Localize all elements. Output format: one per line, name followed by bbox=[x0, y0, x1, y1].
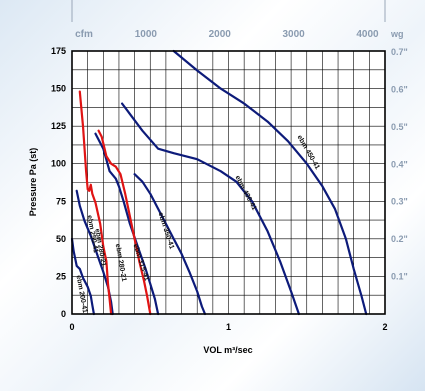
series-layer bbox=[70, 49, 368, 316]
series-curve bbox=[94, 132, 160, 316]
x-tick-label: 1 bbox=[226, 322, 231, 332]
series-curve bbox=[172, 49, 368, 316]
y-tick-label: 100 bbox=[51, 159, 66, 169]
right-axis-unit: wg bbox=[390, 29, 404, 39]
top-axis-tick-label: 3000 bbox=[282, 29, 305, 40]
series-curve bbox=[70, 237, 96, 316]
right-axis-tick-label: 0.5" bbox=[391, 122, 408, 132]
y-tick-label: 50 bbox=[56, 234, 66, 244]
series-curve bbox=[120, 102, 300, 316]
top-axis-unit: cfm bbox=[75, 29, 93, 40]
x-tick-label: 0 bbox=[69, 322, 74, 332]
y-tick-label: 125 bbox=[51, 121, 66, 131]
series-curve bbox=[78, 90, 113, 316]
ticks: 0 25 50 75 100 125 150 175 0 1 2 1000 2000 3000 4000 0.… bbox=[51, 29, 408, 332]
y-axis-label: Pressure Pa (st) bbox=[28, 148, 38, 217]
x-tick-label: 2 bbox=[382, 322, 387, 332]
y-tick-label: 25 bbox=[56, 271, 66, 281]
right-axis-tick-label: 0.6" bbox=[391, 84, 408, 94]
series-curve bbox=[97, 129, 152, 316]
grid bbox=[72, 51, 385, 314]
series-curve bbox=[133, 173, 207, 316]
x-axis-label: VOL m³/sec bbox=[203, 345, 252, 355]
y-tick-label: 150 bbox=[51, 84, 66, 94]
right-axis-tick-label: 0.2" bbox=[391, 234, 408, 244]
top-axis-tick-label: 1000 bbox=[135, 29, 158, 40]
top-axis-tick-label: 4000 bbox=[356, 29, 379, 40]
plot-frame bbox=[71, 50, 386, 315]
right-axis-tick-label: 0.3" bbox=[391, 197, 408, 207]
y-tick-label: 0 bbox=[61, 309, 66, 319]
top-axis-tick-label: 2000 bbox=[209, 29, 232, 40]
right-axis-tick-label: 0.4" bbox=[391, 159, 408, 169]
right-axis-tick-label: 0.7" bbox=[391, 47, 408, 57]
right-axis-tick-label: 0.1" bbox=[391, 272, 408, 282]
y-tick-label: 175 bbox=[51, 46, 66, 56]
y-tick-label: 75 bbox=[56, 196, 66, 206]
